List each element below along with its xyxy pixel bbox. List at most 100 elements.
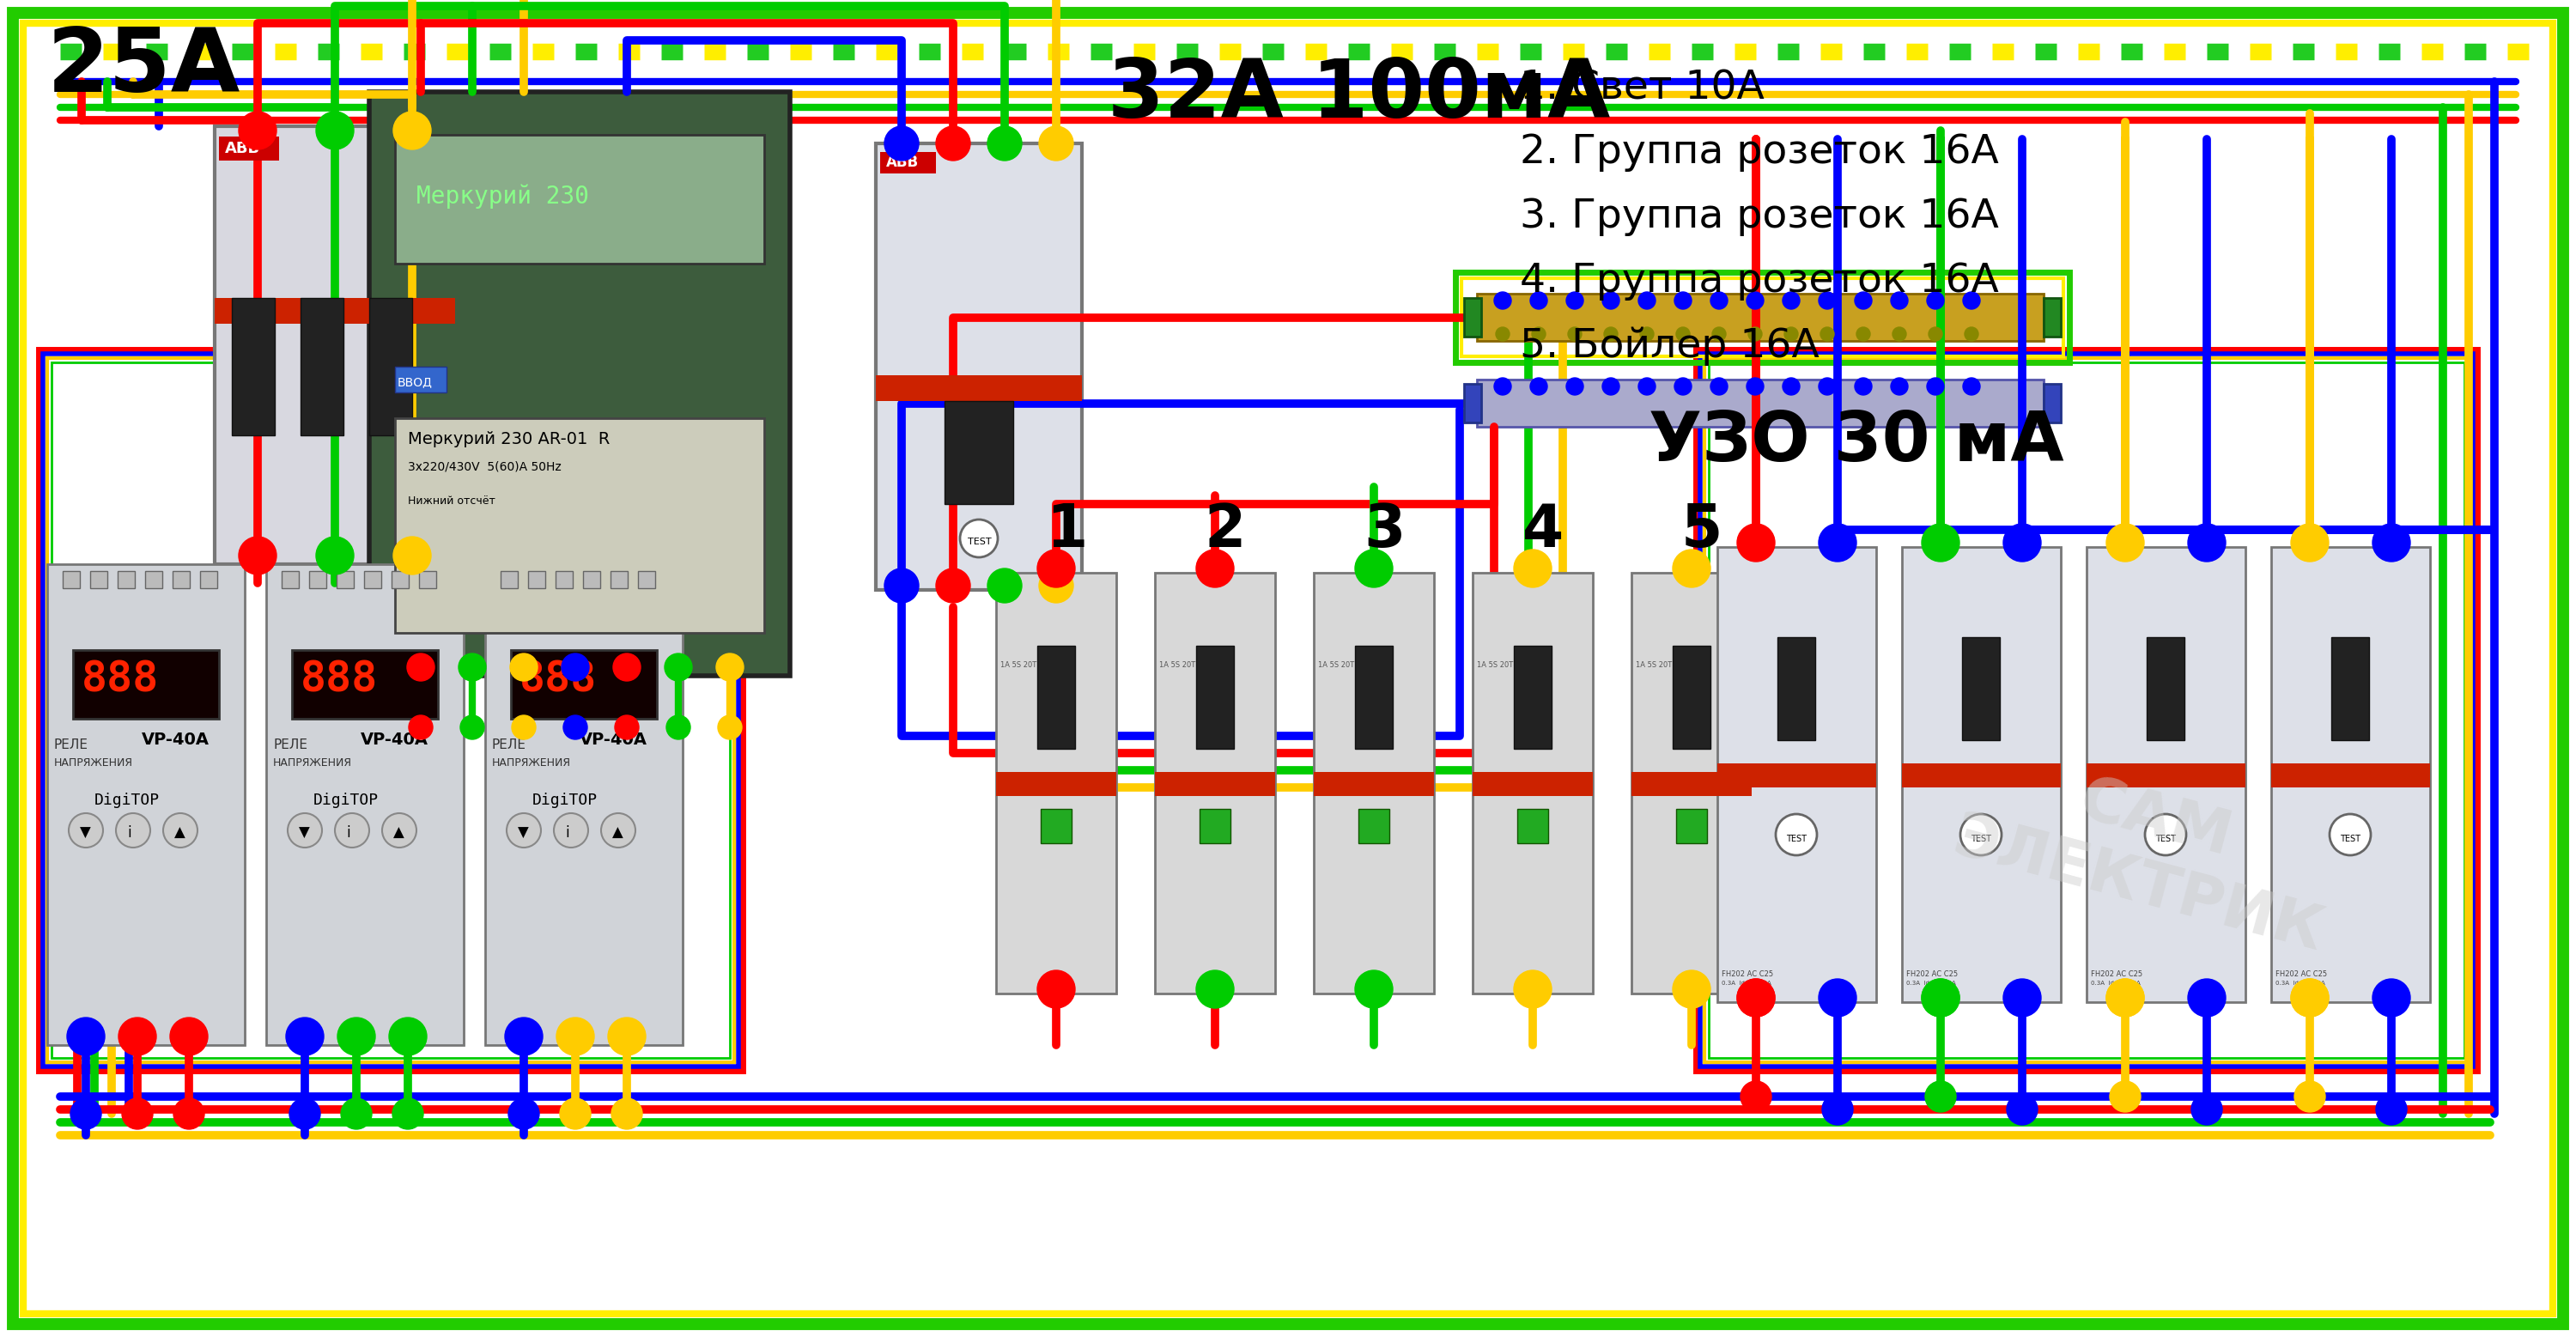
Bar bbox=[232, 298, 276, 436]
Circle shape bbox=[1605, 328, 1618, 341]
Text: НАПРЯЖЕНИЯ: НАПРЯЖЕНИЯ bbox=[54, 757, 134, 769]
Circle shape bbox=[317, 111, 353, 150]
Circle shape bbox=[162, 813, 198, 848]
Circle shape bbox=[1566, 291, 1584, 309]
Circle shape bbox=[1038, 550, 1074, 587]
Bar bbox=[118, 571, 134, 588]
Text: НАПРЯЖЕНИЯ: НАПРЯЖЕНИЯ bbox=[492, 757, 572, 769]
Circle shape bbox=[1674, 378, 1692, 394]
Circle shape bbox=[394, 111, 430, 150]
Circle shape bbox=[1355, 971, 1394, 1008]
Text: TEST: TEST bbox=[1785, 834, 1806, 844]
Circle shape bbox=[389, 1017, 428, 1055]
Text: ▼: ▼ bbox=[299, 825, 309, 841]
Circle shape bbox=[116, 813, 149, 848]
Text: 3x220/430V  5(60)A 50Hz: 3x220/430V 5(60)A 50Hz bbox=[407, 460, 562, 472]
Circle shape bbox=[1602, 378, 1620, 394]
Circle shape bbox=[935, 126, 971, 160]
Bar bbox=[144, 571, 162, 588]
Circle shape bbox=[1195, 550, 1234, 587]
Circle shape bbox=[1819, 378, 1837, 394]
Circle shape bbox=[513, 715, 536, 739]
Text: FH202 AC C25: FH202 AC C25 bbox=[2092, 971, 2143, 979]
Text: i: i bbox=[126, 825, 131, 841]
Text: DigiTOP: DigiTOP bbox=[533, 793, 598, 808]
Circle shape bbox=[1929, 328, 1942, 341]
Bar bbox=[1314, 572, 1435, 993]
Circle shape bbox=[1891, 378, 1909, 394]
Circle shape bbox=[1749, 328, 1762, 341]
Text: TEST: TEST bbox=[1971, 834, 1991, 844]
Bar bbox=[1718, 763, 1875, 787]
Bar bbox=[1677, 809, 1708, 844]
Bar bbox=[62, 571, 80, 588]
Circle shape bbox=[1672, 971, 1710, 1008]
Text: 1A 5S 20T: 1A 5S 20T bbox=[1476, 662, 1512, 668]
Circle shape bbox=[1855, 291, 1873, 309]
Text: 888: 888 bbox=[301, 659, 379, 699]
Circle shape bbox=[1855, 378, 1873, 394]
Circle shape bbox=[1893, 328, 1906, 341]
Bar bbox=[510, 650, 657, 719]
Circle shape bbox=[2372, 979, 2411, 1016]
Circle shape bbox=[1533, 328, 1546, 341]
Text: 5. Бойлер 16А: 5. Бойлер 16А bbox=[1520, 326, 1819, 365]
Circle shape bbox=[987, 568, 1023, 603]
Text: 1: 1 bbox=[1046, 501, 1087, 559]
Bar bbox=[1463, 298, 1481, 337]
Circle shape bbox=[556, 1017, 595, 1055]
Circle shape bbox=[2110, 1082, 2141, 1112]
Bar bbox=[1200, 809, 1231, 844]
Text: Меркурий 230: Меркурий 230 bbox=[417, 185, 590, 209]
Circle shape bbox=[70, 1098, 100, 1130]
Circle shape bbox=[337, 1017, 376, 1055]
Text: 3. Группа розеток 16А: 3. Группа розеток 16А bbox=[1520, 198, 1999, 237]
Circle shape bbox=[459, 654, 487, 681]
Bar bbox=[1476, 380, 2043, 427]
Circle shape bbox=[1736, 979, 1775, 1016]
Text: САМ
ЭЛЕКТРИК: САМ ЭЛЕКТРИК bbox=[1947, 742, 2347, 964]
Circle shape bbox=[1569, 328, 1582, 341]
Circle shape bbox=[240, 536, 276, 575]
Text: РЕЛЕ: РЕЛЕ bbox=[492, 738, 526, 751]
Circle shape bbox=[667, 715, 690, 739]
Circle shape bbox=[1891, 291, 1909, 309]
Bar bbox=[500, 571, 518, 588]
Text: 1A 5S 20T: 1A 5S 20T bbox=[1636, 662, 1672, 668]
Bar bbox=[1777, 638, 1816, 741]
Bar bbox=[46, 564, 245, 1046]
Text: ▲: ▲ bbox=[394, 825, 404, 841]
Circle shape bbox=[2329, 814, 2370, 856]
Circle shape bbox=[1677, 328, 1690, 341]
Bar bbox=[1901, 547, 2061, 1003]
Circle shape bbox=[1960, 814, 2002, 856]
Circle shape bbox=[340, 1098, 371, 1130]
Circle shape bbox=[1672, 550, 1710, 587]
Circle shape bbox=[987, 126, 1023, 160]
Text: ABB: ABB bbox=[886, 155, 920, 170]
Circle shape bbox=[2290, 979, 2329, 1016]
Circle shape bbox=[173, 1098, 204, 1130]
Circle shape bbox=[1355, 550, 1394, 587]
Circle shape bbox=[1963, 291, 1981, 309]
Bar bbox=[337, 571, 353, 588]
Circle shape bbox=[1530, 291, 1548, 309]
Bar bbox=[1355, 646, 1394, 749]
Bar bbox=[1455, 273, 2069, 362]
Circle shape bbox=[2107, 979, 2143, 1016]
Bar bbox=[265, 564, 464, 1046]
Bar bbox=[39, 349, 742, 1071]
Circle shape bbox=[1783, 378, 1801, 394]
Circle shape bbox=[665, 654, 693, 681]
Bar bbox=[1708, 362, 2465, 1058]
Circle shape bbox=[1736, 979, 1775, 1016]
Circle shape bbox=[1785, 328, 1798, 341]
Bar bbox=[1700, 354, 2473, 1067]
Text: 2: 2 bbox=[1206, 501, 1247, 559]
Bar bbox=[394, 366, 446, 393]
Circle shape bbox=[1819, 979, 1857, 1016]
Circle shape bbox=[289, 813, 322, 848]
Bar bbox=[173, 571, 191, 588]
Circle shape bbox=[1963, 378, 1981, 394]
Circle shape bbox=[961, 520, 997, 558]
